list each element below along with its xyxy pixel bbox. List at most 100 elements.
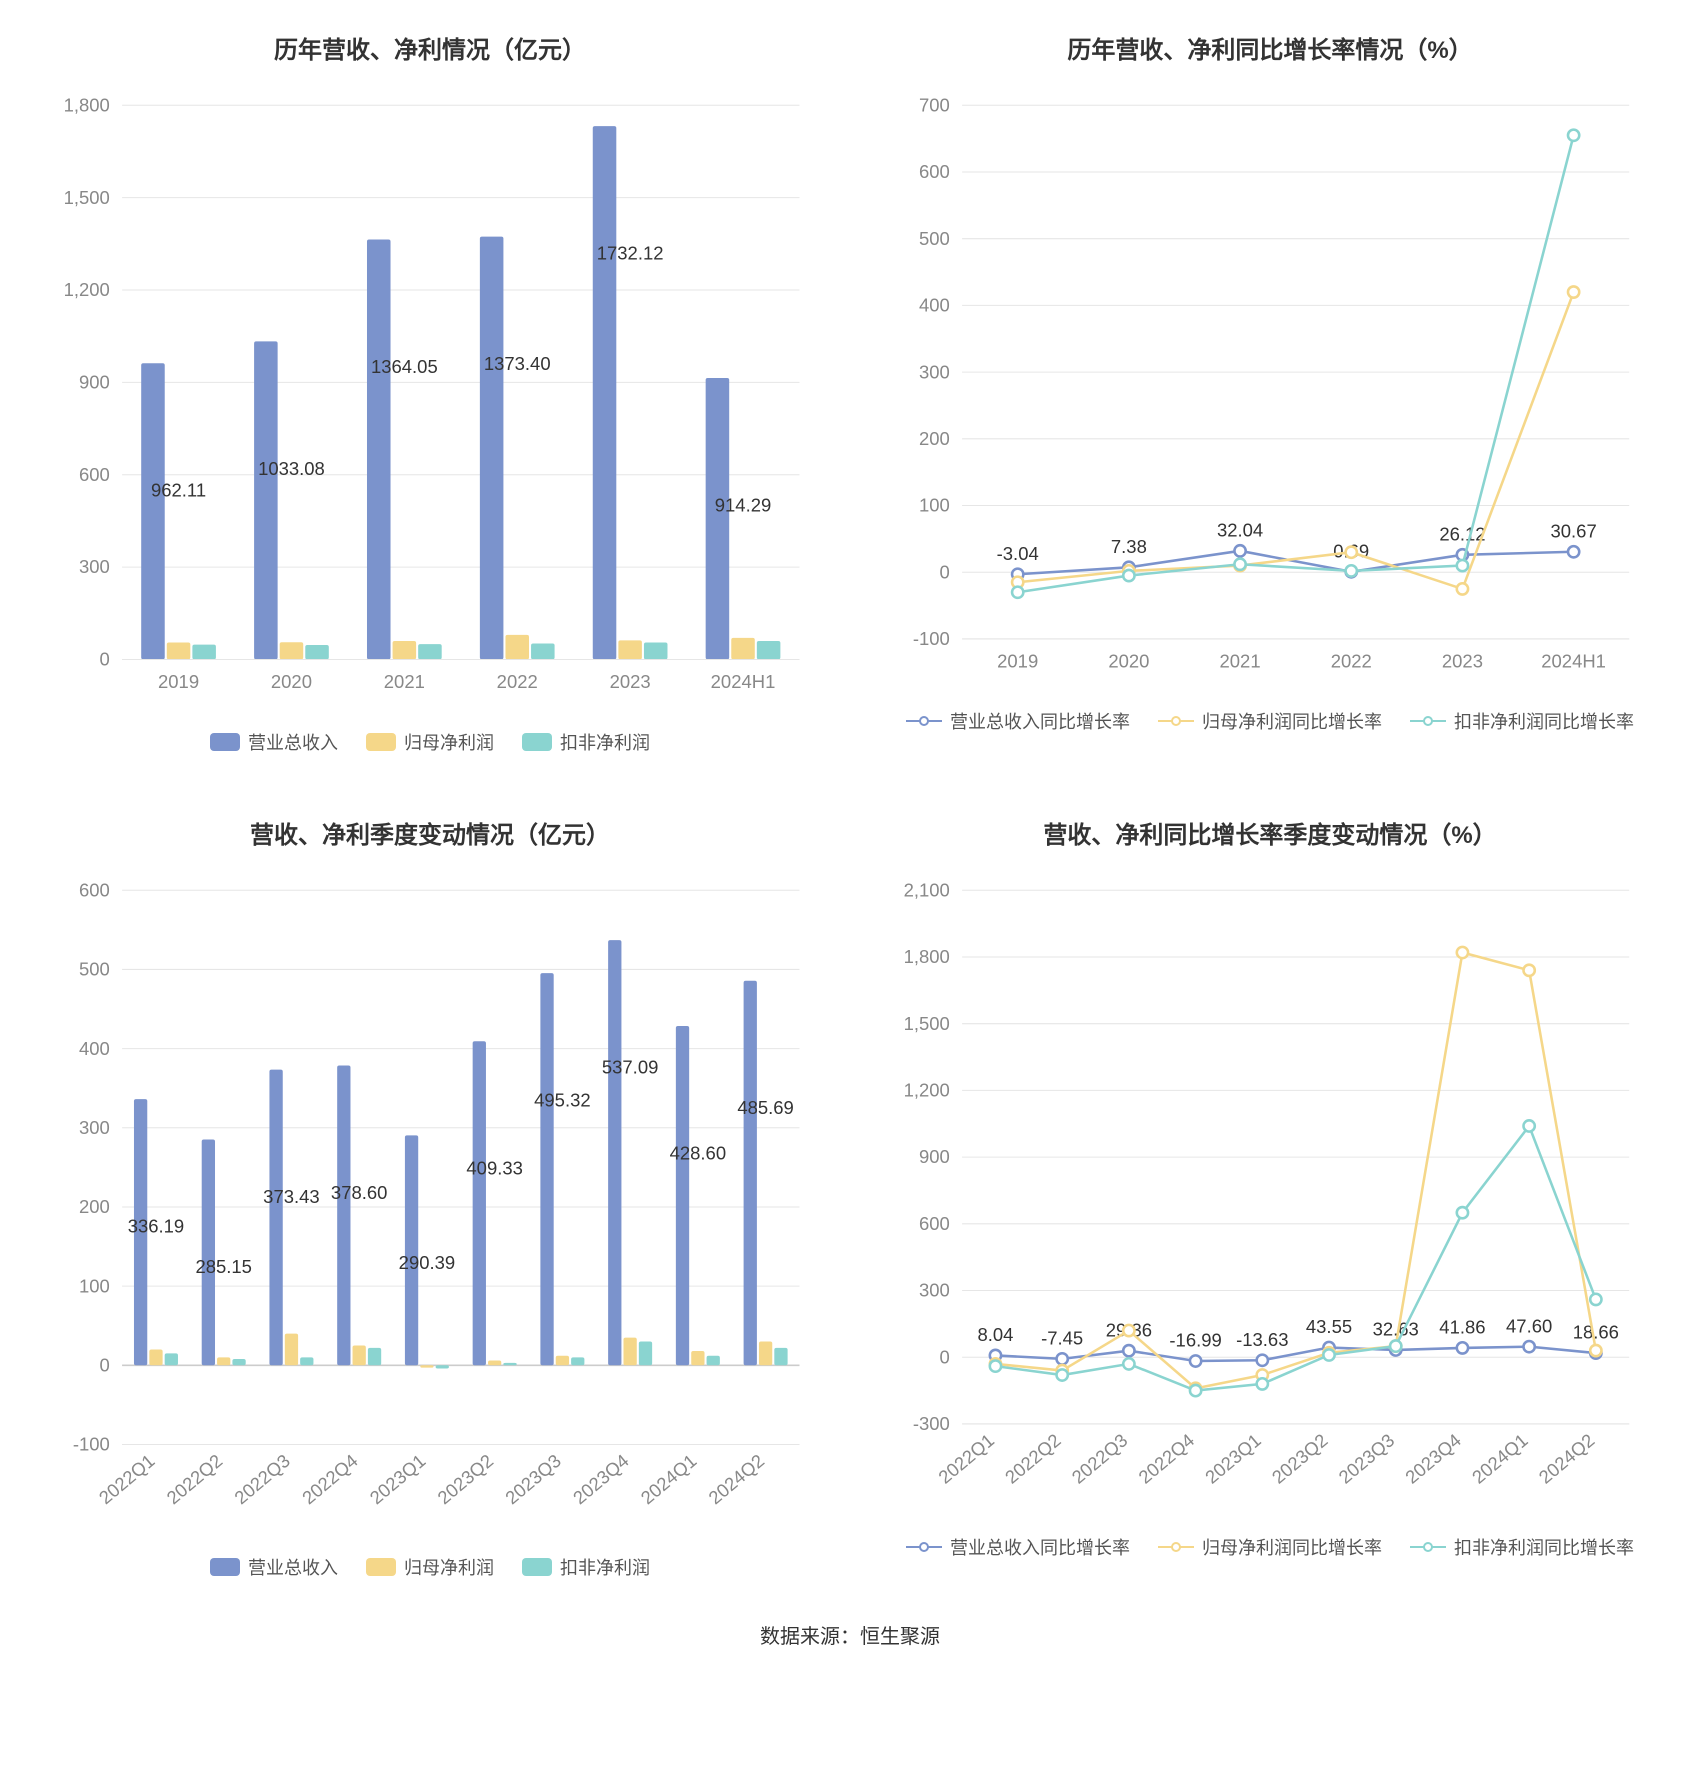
svg-text:500: 500 xyxy=(79,958,110,979)
svg-text:700: 700 xyxy=(919,95,950,115)
svg-text:18.66: 18.66 xyxy=(1573,1321,1619,1342)
svg-text:2020: 2020 xyxy=(1108,651,1149,672)
legend-item: 扣非净利润 xyxy=(522,1554,650,1580)
legend-label: 归母净利润同比增长率 xyxy=(1202,708,1382,734)
svg-text:0: 0 xyxy=(100,1354,110,1375)
svg-text:7.38: 7.38 xyxy=(1111,536,1147,557)
svg-text:2021: 2021 xyxy=(1220,651,1261,672)
legend-item: 营业总收入 xyxy=(210,1554,338,1580)
svg-text:2022: 2022 xyxy=(1331,651,1372,672)
svg-text:0: 0 xyxy=(100,649,110,670)
svg-text:0: 0 xyxy=(940,1346,950,1367)
chart2: -100010020030040050060070020192020202120… xyxy=(880,95,1660,680)
svg-text:30.67: 30.67 xyxy=(1551,520,1597,541)
svg-text:2023Q2: 2023Q2 xyxy=(433,1449,497,1507)
svg-text:-100: -100 xyxy=(913,628,950,649)
svg-text:900: 900 xyxy=(919,1146,950,1167)
svg-text:600: 600 xyxy=(79,880,110,900)
svg-text:600: 600 xyxy=(919,1212,950,1233)
svg-text:2024Q1: 2024Q1 xyxy=(637,1449,701,1507)
svg-text:1,200: 1,200 xyxy=(904,1079,950,1100)
svg-text:-13.63: -13.63 xyxy=(1236,1328,1288,1349)
svg-text:0: 0 xyxy=(940,561,950,582)
svg-text:495.32: 495.32 xyxy=(534,1089,591,1110)
svg-text:100: 100 xyxy=(79,1275,110,1296)
svg-text:2022Q1: 2022Q1 xyxy=(95,1449,159,1507)
svg-text:914.29: 914.29 xyxy=(715,494,772,515)
svg-text:1,200: 1,200 xyxy=(64,279,110,300)
svg-text:2019: 2019 xyxy=(158,671,199,692)
legend-label: 营业总收入 xyxy=(248,1554,338,1580)
svg-text:41.86: 41.86 xyxy=(1439,1316,1485,1337)
svg-text:290.39: 290.39 xyxy=(399,1251,456,1272)
legend-item: 归母净利润同比增长率 xyxy=(1158,708,1382,734)
svg-text:2021: 2021 xyxy=(384,671,425,692)
svg-text:336.19: 336.19 xyxy=(128,1215,185,1236)
chart3-title: 营收、净利季度变动情况（亿元） xyxy=(40,815,820,850)
legend-label: 归母净利润 xyxy=(404,1554,494,1580)
chart1-legend: 营业总收入归母净利润扣非净利润 xyxy=(40,729,820,755)
svg-text:2024H1: 2024H1 xyxy=(711,671,776,692)
svg-text:2024Q1: 2024Q1 xyxy=(1468,1429,1532,1487)
svg-text:2022Q3: 2022Q3 xyxy=(230,1449,294,1507)
svg-text:-16.99: -16.99 xyxy=(1169,1329,1221,1350)
svg-text:2022: 2022 xyxy=(497,671,538,692)
svg-text:2022Q1: 2022Q1 xyxy=(934,1429,998,1487)
svg-text:409.33: 409.33 xyxy=(466,1157,523,1178)
legend-swatch xyxy=(210,733,240,751)
legend-swatch xyxy=(366,733,396,751)
legend-item: 营业总收入 xyxy=(210,729,338,755)
chart2-title: 历年营收、净利同比增长率情况（%） xyxy=(880,30,1660,65)
legend-label: 扣非净利润同比增长率 xyxy=(1454,1534,1634,1560)
svg-text:2023Q1: 2023Q1 xyxy=(366,1449,430,1507)
svg-text:-3.04: -3.04 xyxy=(997,543,1039,564)
svg-text:1033.08: 1033.08 xyxy=(258,458,325,479)
svg-text:300: 300 xyxy=(919,1279,950,1300)
panel-chart4: 营收、净利同比增长率季度变动情况（%） -30003006009001,2001… xyxy=(880,815,1660,1581)
legend-swatch xyxy=(366,1558,396,1576)
legend-line-icon xyxy=(906,1540,942,1554)
svg-text:2023: 2023 xyxy=(610,671,651,692)
svg-text:2023Q2: 2023Q2 xyxy=(1268,1429,1332,1487)
legend-swatch xyxy=(522,733,552,751)
legend-label: 扣非净利润 xyxy=(560,729,650,755)
panel-chart1: 历年营收、净利情况（亿元） 03006009001,2001,5001,8002… xyxy=(40,30,820,755)
svg-text:2022Q4: 2022Q4 xyxy=(1134,1429,1198,1487)
panel-chart2: 历年营收、净利同比增长率情况（%） -100010020030040050060… xyxy=(880,30,1660,755)
svg-text:300: 300 xyxy=(79,1116,110,1137)
svg-text:32.04: 32.04 xyxy=(1217,519,1263,540)
legend-label: 归母净利润同比增长率 xyxy=(1202,1534,1382,1560)
svg-text:373.43: 373.43 xyxy=(263,1186,320,1207)
svg-text:1,800: 1,800 xyxy=(904,946,950,967)
svg-text:2024Q2: 2024Q2 xyxy=(1535,1429,1599,1487)
svg-text:428.60: 428.60 xyxy=(670,1142,727,1163)
svg-text:400: 400 xyxy=(79,1037,110,1058)
chart4: -30003006009001,2001,5001,8002,1002022Q1… xyxy=(880,880,1660,1506)
svg-text:1732.12: 1732.12 xyxy=(597,243,664,264)
legend-swatch xyxy=(210,1558,240,1576)
chart3: -10001002003004005006002022Q12022Q22022Q… xyxy=(40,880,820,1527)
legend-line-icon xyxy=(1410,714,1446,728)
legend-label: 营业总收入同比增长率 xyxy=(950,708,1130,734)
svg-text:26.12: 26.12 xyxy=(1439,523,1485,544)
svg-text:2019: 2019 xyxy=(997,651,1038,672)
svg-text:2023Q3: 2023Q3 xyxy=(1334,1429,1398,1487)
svg-text:1,800: 1,800 xyxy=(64,95,110,115)
legend-line-icon xyxy=(906,714,942,728)
svg-text:43.55: 43.55 xyxy=(1306,1316,1352,1337)
svg-text:378.60: 378.60 xyxy=(331,1181,388,1202)
svg-text:200: 200 xyxy=(79,1196,110,1217)
svg-text:2022Q3: 2022Q3 xyxy=(1068,1429,1132,1487)
svg-text:2023Q1: 2023Q1 xyxy=(1201,1429,1265,1487)
svg-text:285.15: 285.15 xyxy=(195,1255,252,1276)
svg-text:485.69: 485.69 xyxy=(737,1097,794,1118)
svg-text:8.04: 8.04 xyxy=(977,1324,1013,1345)
legend-label: 扣非净利润 xyxy=(560,1554,650,1580)
svg-text:-300: -300 xyxy=(913,1413,950,1434)
legend-label: 扣非净利润同比增长率 xyxy=(1454,708,1634,734)
legend-line-icon xyxy=(1410,1540,1446,1554)
svg-text:600: 600 xyxy=(79,464,110,485)
svg-text:2024H1: 2024H1 xyxy=(1541,651,1606,672)
legend-item: 扣非净利润同比增长率 xyxy=(1410,1534,1634,1560)
svg-text:2023: 2023 xyxy=(1442,651,1483,672)
